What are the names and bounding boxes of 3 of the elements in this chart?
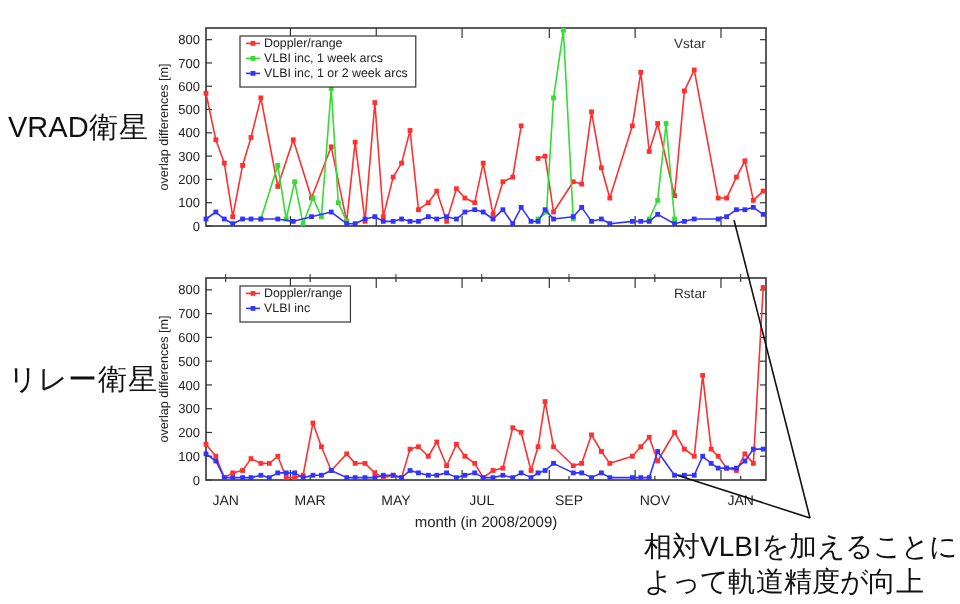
text: VRAD衛星 — [8, 111, 149, 145]
annotation: 相対VLBIを加えることによって軌道精度が向上 — [644, 530, 957, 597]
text: リレー衛星 — [8, 363, 158, 397]
